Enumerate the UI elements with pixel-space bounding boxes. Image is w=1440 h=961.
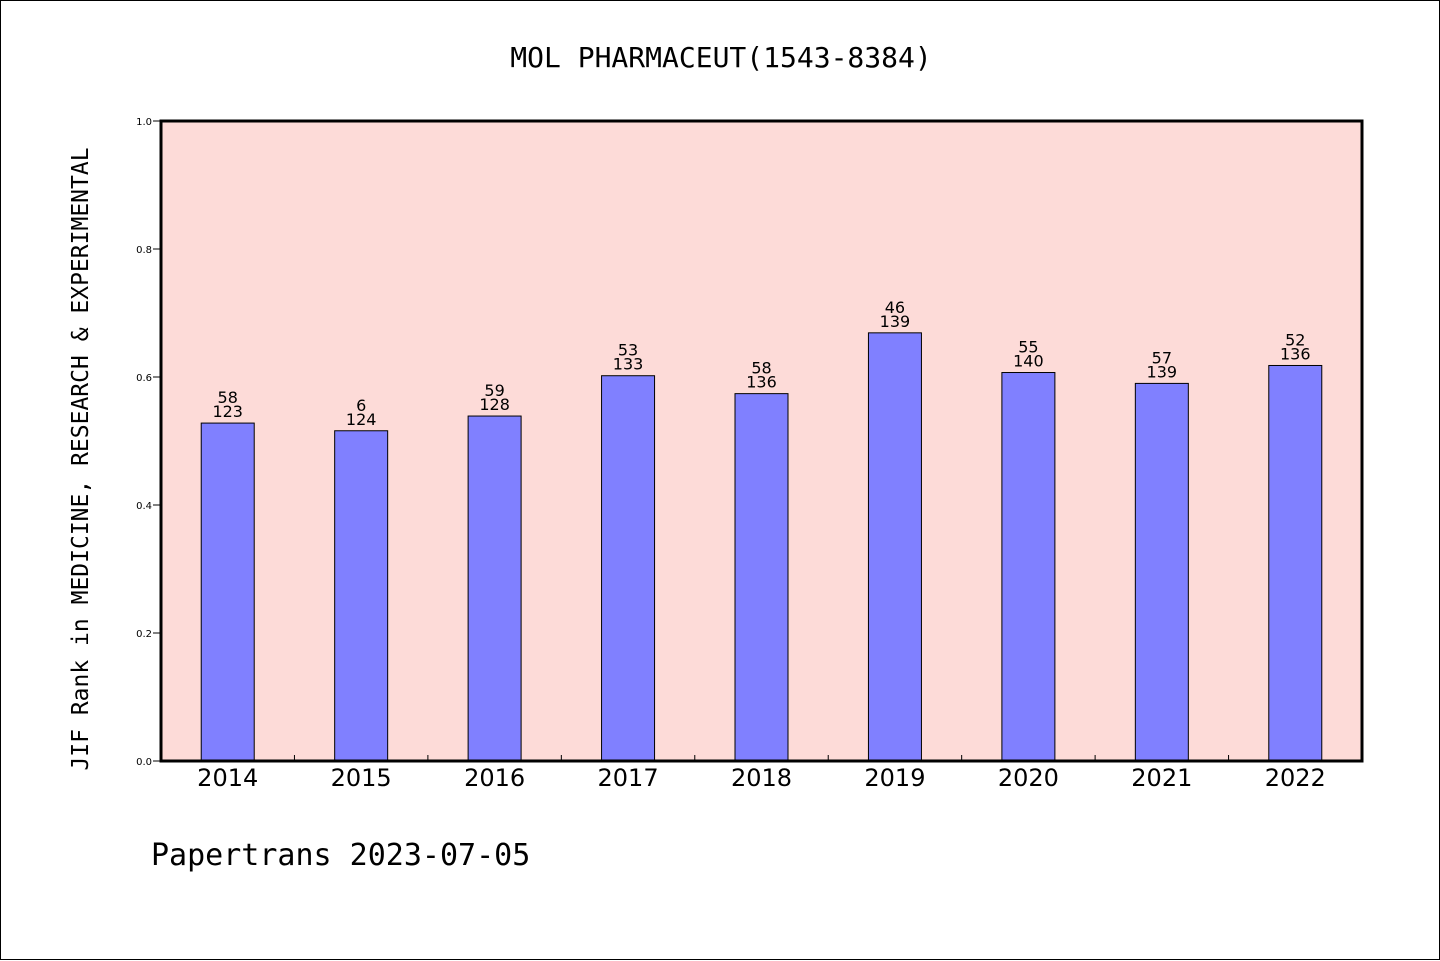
bar-2022: [1268, 364, 1323, 762]
bar-2019: [867, 332, 922, 762]
bar-2018: [734, 393, 789, 762]
bar-rank-label: 58: [751, 359, 771, 378]
y-tick-label: 0.0: [136, 757, 152, 768]
x-tick-label: 2020: [998, 764, 1059, 792]
x-tick-label: 2022: [1265, 764, 1326, 792]
bar-total-label: 140: [1013, 352, 1044, 371]
footer-text: Papertrans 2023-07-05: [151, 838, 530, 873]
bar-rank-label: 53: [618, 341, 638, 360]
bar-total-label: 136: [746, 373, 777, 392]
bar-2016: [467, 415, 522, 762]
bar-2021: [1134, 382, 1189, 762]
x-tick-label: 2017: [598, 764, 659, 792]
bar-total-label: 123: [212, 402, 243, 421]
y-tick-label: 0.8: [136, 245, 152, 256]
bar-total-label: 139: [1147, 362, 1178, 381]
x-tick-label: 2014: [197, 764, 258, 792]
bar-rank-label: 6: [356, 396, 366, 415]
y-tick-label: 0.2: [136, 629, 152, 640]
bar-labels: 2014581232015612420165912820175313320185…: [197, 298, 1326, 792]
plot-border: [159, 119, 1364, 763]
x-tick-label: 2019: [864, 764, 925, 792]
bar-total-label: 133: [613, 355, 644, 374]
chart-title: MOL PHARMACEUT(1543-8384): [510, 41, 931, 74]
bars: [200, 332, 1323, 762]
bar-rank-label: 52: [1285, 330, 1305, 349]
y-tick-label: 0.4: [136, 501, 152, 512]
y-tick-label: 0.6: [136, 373, 152, 384]
bar-rank-label: 46: [885, 298, 905, 317]
bar-2017: [601, 375, 656, 762]
x-tick-label: 2016: [464, 764, 525, 792]
x-tick-label: 2018: [731, 764, 792, 792]
x-tick-label: 2015: [331, 764, 392, 792]
bar-2015: [334, 430, 389, 762]
x-tick-label: 2021: [1131, 764, 1192, 792]
y-axis-label: JIF Rank in MEDICINE, RESEARCH & EXPERIM…: [68, 147, 94, 770]
bar-total-label: 139: [880, 312, 911, 331]
bar-rank-label: 58: [218, 388, 238, 407]
bar-2020: [1001, 372, 1056, 762]
y-tick-label: 1.0: [136, 117, 152, 128]
bar-rank-label: 55: [1018, 338, 1038, 357]
bar-rank-label: 57: [1152, 348, 1172, 367]
bar-total-label: 124: [346, 410, 377, 429]
bar-2014: [200, 422, 255, 762]
bar-total-label: 128: [479, 395, 510, 414]
bar-rank-label: 59: [484, 381, 504, 400]
bar-total-label: 136: [1280, 344, 1311, 363]
